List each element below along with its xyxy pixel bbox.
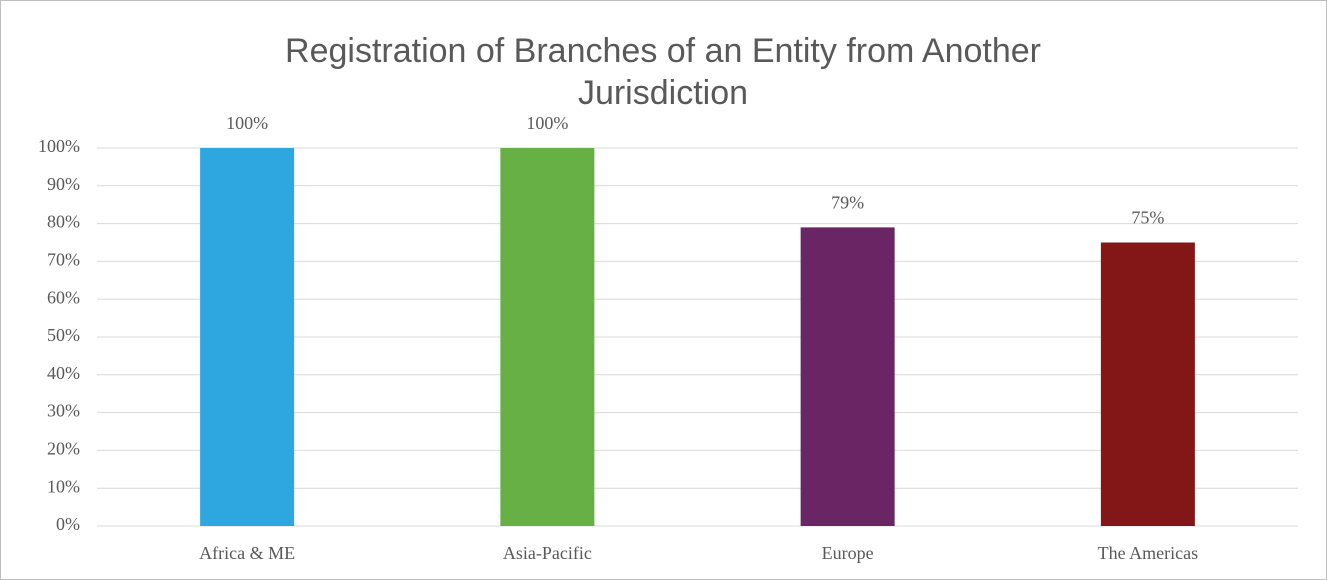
y-tick-label: 10%	[47, 476, 80, 496]
y-tick-label: 70%	[47, 250, 80, 270]
value-label: 79%	[831, 193, 864, 213]
y-tick-label: 90%	[47, 174, 80, 194]
y-tick-label: 30%	[47, 401, 80, 421]
y-tick-label: 20%	[47, 439, 80, 459]
bar	[800, 227, 895, 526]
y-tick-label: 100%	[38, 136, 80, 156]
y-tick-label: 80%	[47, 212, 80, 232]
chart-title: Registration of Branches of an Entity fr…	[285, 32, 1041, 112]
bar	[1100, 242, 1195, 526]
bar	[200, 148, 295, 526]
x-tick-label: Europe	[822, 543, 874, 563]
x-tick-label: Africa & ME	[199, 543, 295, 563]
y-tick-label: 0%	[56, 514, 80, 534]
value-label: 75%	[1131, 208, 1164, 228]
x-tick-label: Asia-Pacific	[503, 543, 592, 563]
y-tick-label: 60%	[47, 287, 80, 307]
value-label: 100%	[226, 113, 268, 133]
bar	[500, 148, 595, 526]
y-tick-label: 50%	[47, 325, 80, 345]
x-tick-label: The Americas	[1098, 543, 1198, 563]
y-tick-label: 40%	[47, 363, 80, 383]
value-label: 100%	[526, 113, 568, 133]
